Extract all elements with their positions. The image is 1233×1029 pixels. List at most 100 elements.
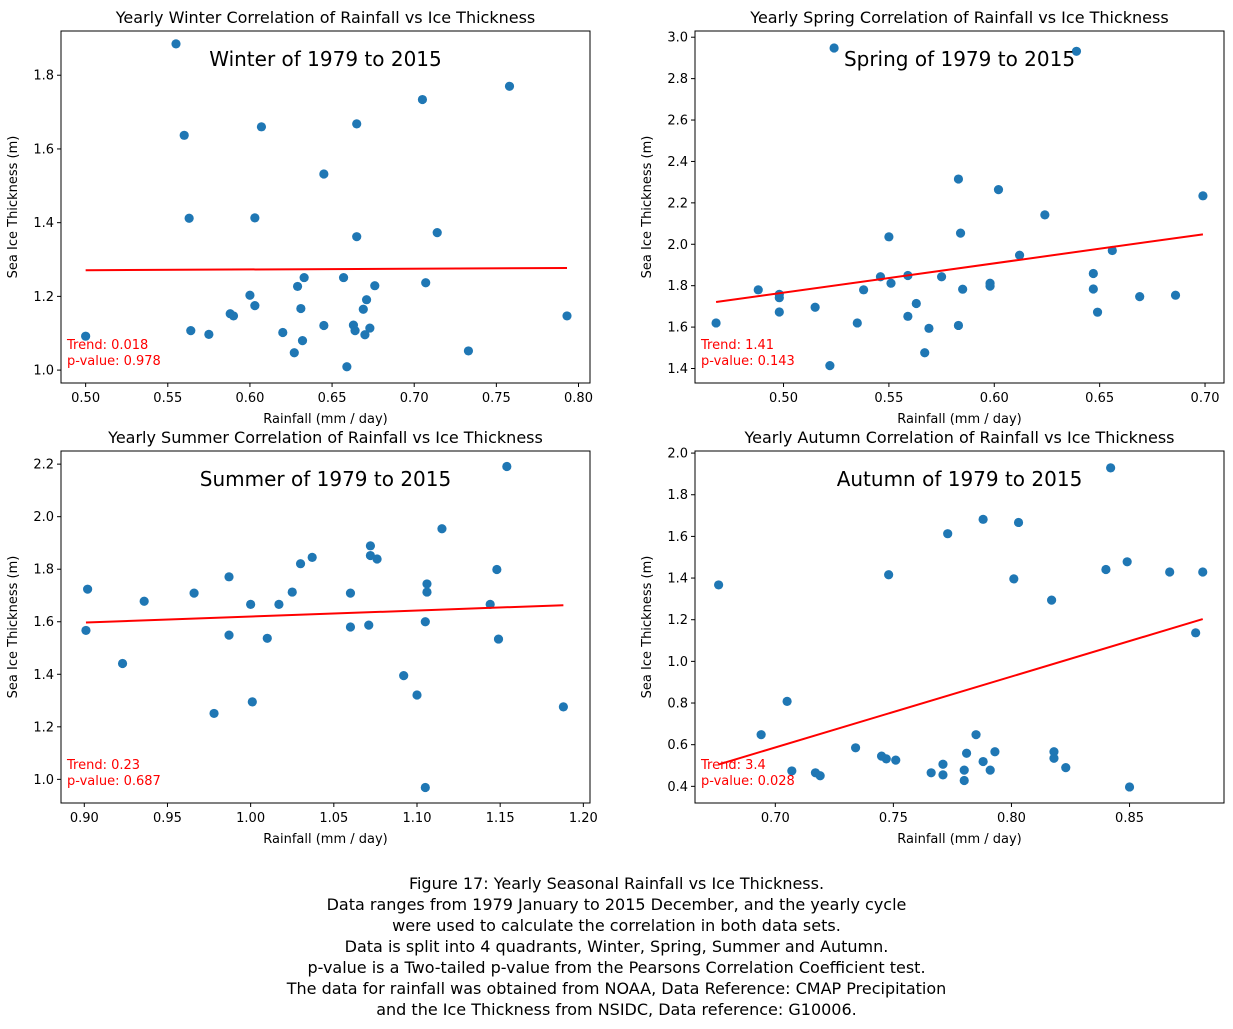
trend-line: [85, 604, 564, 624]
data-point: [562, 311, 572, 321]
caption-line: Data is split into 4 quadrants, Winter, …: [344, 937, 889, 956]
caption-line: were used to calculate the correlation i…: [392, 916, 841, 935]
seasonal-annotation: Summer of 1979 to 2015: [200, 467, 451, 491]
data-point: [829, 43, 839, 53]
data-point: [289, 348, 299, 358]
x-tick-label: 0.65: [1085, 391, 1114, 406]
caption-line: Data ranges from 1979 January to 2015 De…: [326, 895, 907, 914]
data-point: [399, 670, 409, 681]
x-tick-label: 0.80: [564, 391, 593, 406]
trend-line: [715, 233, 1204, 304]
data-point: [209, 708, 219, 719]
data-point: [978, 756, 988, 767]
y-tick-label: 1.8: [667, 488, 688, 503]
data-point: [319, 169, 329, 179]
x-tick-label: 0.55: [153, 391, 182, 406]
x-axis-label: Rainfall (mm / day): [263, 412, 388, 427]
y-tick-label: 2.2: [33, 458, 54, 473]
x-axis-label: Rainfall (mm / day): [263, 832, 388, 847]
figure-caption: Figure 17: Yearly Seasonal Rainfall vs I…: [0, 873, 1233, 1020]
data-point: [139, 596, 149, 606]
chart-title: Yearly Summer Correlation of Rainfall vs…: [107, 428, 543, 447]
y-tick-label: 1.6: [33, 142, 54, 157]
data-point: [278, 327, 288, 338]
y-tick-label: 1.4: [667, 572, 688, 587]
data-point: [256, 122, 267, 132]
p-value-stat: p-value: 0.687: [67, 774, 161, 789]
data-point: [1014, 250, 1025, 260]
data-point: [1071, 46, 1082, 56]
data-point: [953, 174, 964, 184]
caption-line: p-value is a Two-tailed p-value from the…: [307, 958, 926, 977]
data-point: [412, 690, 422, 700]
data-point: [938, 759, 948, 769]
x-tick-label: 1.05: [319, 811, 348, 826]
y-tick-label: 1.6: [667, 321, 688, 336]
x-tick-label: 0.85: [1115, 811, 1144, 826]
summer-scatter-panel: 0.90 0.95 1.00 1.05 1.10 1.15 1.20 1.0 1.2 1.4 1.6…: [6, 428, 598, 847]
x-tick-label: 0.50: [769, 391, 798, 406]
y-axis-label: Sea Ice Thickness (m): [6, 136, 21, 279]
data-point: [117, 658, 128, 669]
data-point: [224, 630, 234, 640]
data-point: [753, 285, 763, 295]
data-point: [1124, 782, 1135, 792]
data-point: [943, 529, 953, 539]
data-point: [432, 228, 442, 238]
data-point: [959, 765, 969, 775]
y-tick-label: 3.0: [667, 31, 688, 46]
data-point: [352, 232, 362, 242]
data-point: [299, 272, 309, 283]
data-point: [184, 213, 194, 223]
data-point: [1013, 517, 1024, 528]
data-point: [1040, 210, 1050, 220]
data-point: [1049, 747, 1059, 757]
y-tick-label: 2.0: [667, 238, 688, 253]
data-point: [224, 572, 234, 582]
data-point: [246, 599, 256, 610]
x-tick-label: 0.75: [482, 391, 511, 406]
data-point: [292, 281, 303, 292]
x-axis-label: Rainfall (mm / day): [897, 412, 1022, 427]
chart-title: Yearly Spring Correlation of Rainfall vs…: [749, 8, 1168, 27]
data-point: [83, 584, 93, 594]
y-tick-label: 1.2: [667, 613, 688, 628]
data-point: [504, 81, 515, 91]
autumn-scatter-panel: 0.70 0.75 0.80 0.85 0.4 0.6 0.8 1.0 1.2 1.4 1.6 1.8…: [640, 428, 1225, 847]
y-tick-label: 2.2: [667, 196, 688, 211]
data-point: [1009, 574, 1019, 584]
data-point: [978, 514, 988, 524]
y-tick-label: 2.0: [667, 447, 688, 462]
figure-canvas: 0.50 0.55 0.60 0.65 0.70 0.75 0.80 1.0 1.2 1.4 1.6…: [6, 8, 1225, 847]
trend-stat: Trend: 0.018: [66, 338, 148, 353]
data-point: [1135, 292, 1145, 302]
data-point: [714, 580, 724, 590]
x-tick-label: 0.65: [318, 391, 347, 406]
data-point: [352, 119, 362, 129]
x-tick-label: 0.60: [980, 391, 1009, 406]
data-point: [342, 362, 352, 372]
caption-line: Figure 17: Yearly Seasonal Rainfall vs I…: [408, 874, 825, 893]
p-value-stat: p-value: 0.143: [701, 354, 795, 369]
x-tick-label: 0.55: [874, 391, 903, 406]
seasonal-annotation: Autumn of 1979 to 2015: [837, 467, 1083, 491]
trend-stat: Trend: 3.4: [700, 758, 766, 773]
data-point: [274, 599, 284, 610]
p-value-stat: p-value: 0.978: [67, 354, 161, 369]
seasonal-annotation: Spring of 1979 to 2015: [844, 47, 1075, 71]
y-tick-label: 1.6: [33, 615, 54, 630]
chart-title: Yearly Autumn Correlation of Rainfall vs…: [744, 428, 1175, 447]
data-point: [186, 326, 196, 336]
data-point: [825, 361, 835, 371]
trend-stat: Trend: 0.23: [66, 758, 140, 773]
data-point: [1198, 567, 1208, 577]
x-tick-label: 1.20: [569, 811, 598, 826]
y-axis-label: Sea Ice Thickness (m): [640, 136, 655, 279]
y-tick-label: 0.6: [667, 738, 688, 753]
data-point: [492, 564, 502, 575]
data-point: [250, 213, 260, 223]
data-point: [485, 599, 495, 610]
y-axis-label: Sea Ice Thickness (m): [6, 556, 21, 699]
data-point: [372, 554, 382, 564]
data-point: [756, 730, 766, 740]
